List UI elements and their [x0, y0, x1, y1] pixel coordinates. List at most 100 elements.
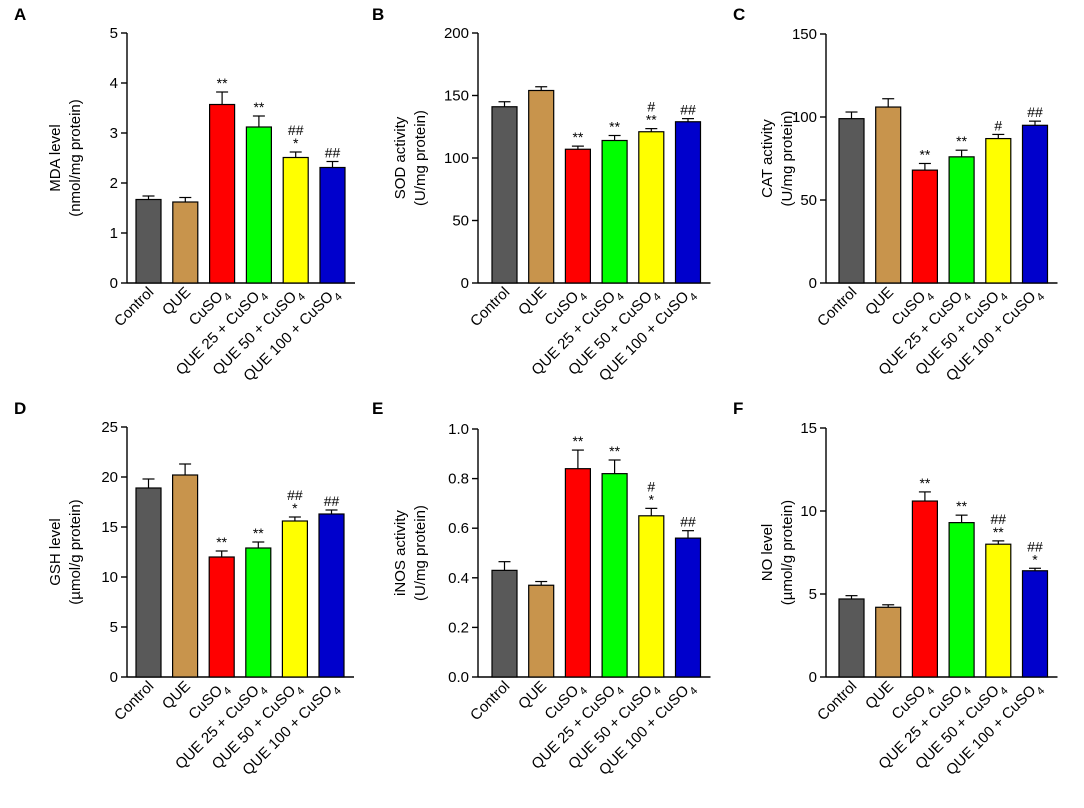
significance-mark: # [647, 99, 655, 115]
y-axis-label-line: NO level [759, 524, 776, 582]
bar [528, 584, 555, 678]
y-axis-label-line: (nmol/mg protein) [67, 99, 84, 217]
significance-mark: ## [1027, 104, 1043, 120]
significance-mark: # [994, 117, 1002, 133]
y-axis-label: NO level (µmol/g protein) [759, 500, 796, 605]
y-tick-label: 2 [110, 175, 118, 192]
y-tick-label: 15 [101, 519, 118, 536]
significance-mark: ** [216, 534, 227, 550]
significance-mark: * [293, 135, 299, 151]
significance-mark: ** [646, 112, 657, 128]
y-tick-label: 0 [110, 275, 118, 292]
panel-b: B SOD activity (U/mg protein) 0 50 100 150 200 C… [372, 5, 711, 385]
x-tick-label: Control [111, 678, 157, 724]
bar [245, 126, 272, 284]
bar [528, 89, 555, 284]
y-axis-label-line: iNOS activity [392, 510, 409, 596]
y-axis-label: SOD activity (U/mg protein) [392, 110, 429, 206]
significance-mark: ** [609, 119, 620, 135]
bar [564, 468, 592, 678]
bar [601, 473, 628, 678]
y-axis-label-line: GSH level [47, 518, 64, 586]
y-axis-label: CAT activity (U/mg protein) [759, 111, 796, 207]
y-axis-label-line: (U/mg protein) [412, 110, 429, 206]
bar [209, 103, 236, 284]
y-tick-label: 5 [110, 25, 118, 42]
bar [948, 156, 975, 284]
bar [985, 137, 1012, 284]
bar [601, 139, 628, 284]
bar [172, 201, 199, 284]
y-tick-label: 10 [800, 503, 817, 520]
y-tick-label: 150 [444, 88, 469, 105]
y-tick-label: 0 [809, 275, 817, 292]
y-tick-label: 0 [110, 669, 118, 686]
bar [674, 537, 702, 678]
y-tick-label: 50 [452, 213, 469, 230]
significance-mark: * [1032, 551, 1038, 567]
y-axis-label-line: (U/mg protein) [779, 111, 796, 207]
y-tick-label: 1.0 [448, 421, 469, 438]
y-tick-label: 4 [110, 75, 118, 92]
bar [282, 156, 309, 284]
bar [281, 520, 308, 678]
bar [491, 569, 518, 678]
panel-c: C CAT activity (U/mg protein) 0 50 100 150 Cont… [733, 5, 1058, 385]
significance-mark: ## [288, 122, 304, 138]
panel-letter: D [14, 399, 26, 418]
bar [319, 166, 346, 284]
significance-mark: # [647, 478, 655, 494]
bar [245, 547, 272, 678]
bar [491, 106, 518, 284]
y-tick-label: 0 [461, 275, 469, 292]
y-axis-label-line: SOD activity [392, 116, 409, 199]
significance-mark: ** [572, 433, 583, 449]
bar [911, 169, 939, 284]
bar [1021, 570, 1049, 678]
y-axis-label: GSH level (µmol/g protein) [47, 499, 84, 604]
y-axis-label: iNOS activity (U/mg protein) [392, 505, 429, 601]
x-tick-label: Control [467, 678, 513, 724]
bar [172, 474, 199, 678]
significance-mark: ** [956, 498, 967, 514]
bar [911, 500, 939, 678]
significance-mark: ## [680, 514, 696, 530]
y-tick-label: 10 [101, 569, 118, 586]
y-tick-label: 0.6 [448, 520, 469, 537]
panel-d: D GSH level (µmol/g protein) 0 5 10 15 20 25 Cont… [14, 399, 354, 779]
y-tick-label: 200 [444, 25, 469, 42]
bar [875, 606, 902, 678]
bar [948, 522, 975, 678]
panel-letter: C [733, 5, 745, 24]
y-tick-label: 1 [110, 225, 118, 242]
significance-mark: * [292, 500, 298, 516]
significance-mark: ## [325, 145, 341, 161]
panel-letter: F [733, 399, 743, 418]
significance-mark: ## [991, 511, 1007, 527]
y-axis-label-line: CAT activity [759, 119, 776, 198]
y-tick-label: 5 [110, 619, 118, 636]
significance-mark: ** [919, 146, 930, 162]
x-tick-label: Control [467, 284, 513, 330]
y-axis-label-line: MDA level [47, 124, 64, 192]
bar [208, 556, 235, 678]
bar [875, 106, 902, 284]
x-tick-label: Control [814, 284, 860, 330]
y-tick-label: 100 [444, 150, 469, 167]
bar [838, 118, 865, 284]
panel-letter: B [372, 5, 384, 24]
y-tick-label: 0.8 [448, 471, 469, 488]
y-tick-label: 0.4 [448, 570, 469, 587]
y-tick-label: 15 [800, 420, 817, 437]
significance-mark: ** [919, 475, 930, 491]
x-tick-label: Control [111, 284, 157, 330]
significance-mark: ## [324, 493, 340, 509]
significance-mark: ** [253, 99, 264, 115]
y-tick-label: 50 [800, 192, 817, 209]
y-tick-label: 3 [110, 125, 118, 142]
y-tick-label: 150 [792, 26, 817, 43]
significance-mark: ** [609, 443, 620, 459]
bar [135, 198, 162, 284]
bar [838, 598, 865, 678]
